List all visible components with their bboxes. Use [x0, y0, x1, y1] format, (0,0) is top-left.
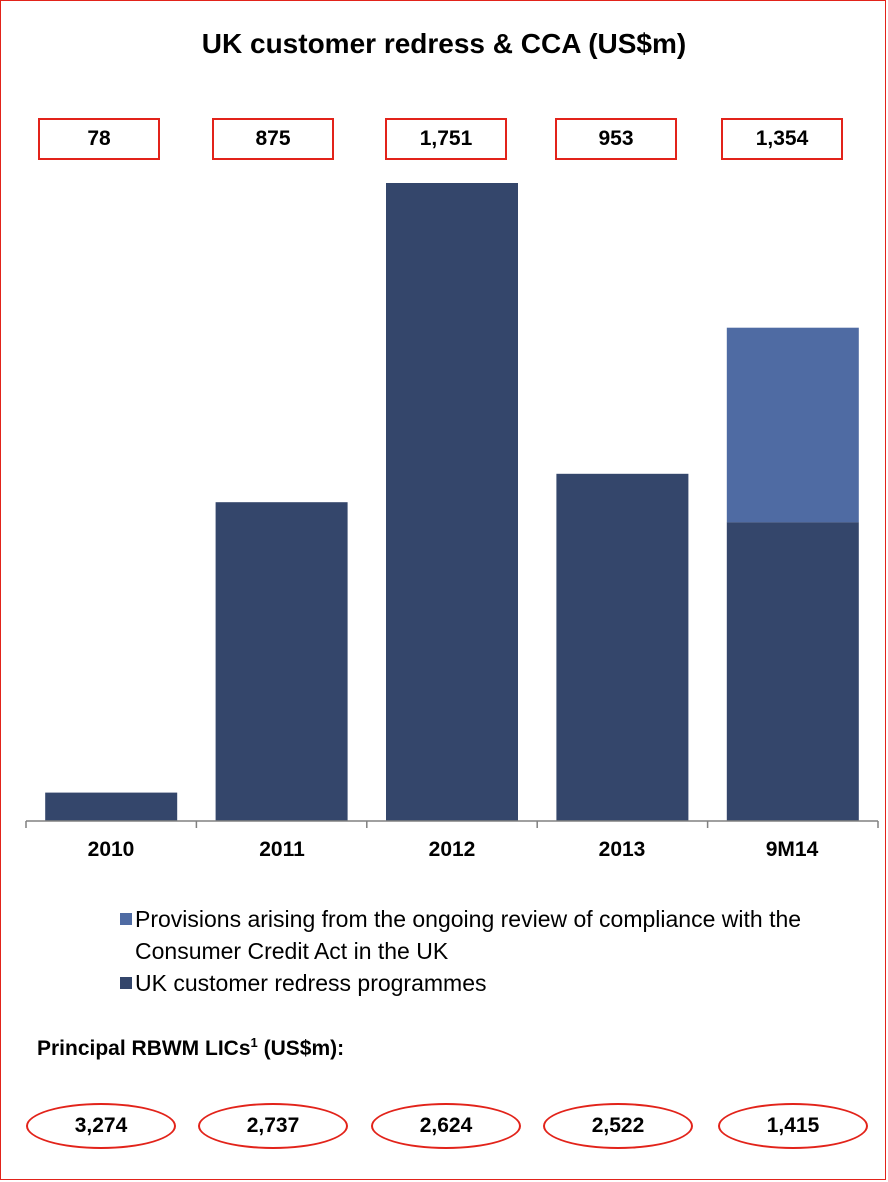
bar-redress-9m14 [726, 522, 859, 821]
x-tick-label-2010: 2010 [87, 838, 135, 861]
legend-label-cca-provisions: Provisions arising from the ongoing revi… [135, 906, 802, 964]
legend-label-redress-programmes: UK customer redress programmes [135, 970, 487, 996]
bar-redress-2011 [215, 502, 348, 821]
x-tick-label-2013: 2013 [598, 838, 646, 861]
total-label-2012: 1,751 [385, 118, 507, 160]
bar-cca-9m14 [726, 327, 859, 523]
lic-value-2013: 2,522 [543, 1103, 693, 1149]
bar-redress-2010 [45, 792, 178, 821]
lic-value-9m14: 1,415 [718, 1103, 868, 1149]
lic-value-2010: 3,274 [26, 1103, 176, 1149]
legend-swatch-cca-provisions [120, 913, 132, 925]
chart-title: UK customer redress & CCA (US$m) [201, 28, 687, 59]
total-label-9m14: 1,354 [721, 118, 843, 160]
total-label-2011: 875 [212, 118, 334, 160]
lic-value-2012: 2,624 [371, 1103, 521, 1149]
total-label-2013: 953 [555, 118, 677, 160]
x-tick-label-2011: 2011 [259, 838, 305, 861]
lics-unit: (US$m): [257, 1037, 345, 1060]
lics-heading: Principal RBWM LICs1 (US$m): [37, 1035, 344, 1061]
lics-footnote-marker: 1 [250, 1035, 258, 1050]
x-tick-label-2012: 2012 [428, 838, 476, 861]
lic-value-2011: 2,737 [198, 1103, 348, 1149]
total-label-2010: 78 [38, 118, 160, 160]
bar-redress-2012 [386, 183, 518, 821]
lics-title: Principal RBWM LICs [37, 1037, 251, 1060]
legend-item-redress-programmes: UK customer redress programmes [120, 967, 855, 999]
bar-redress-2013 [556, 473, 689, 821]
chart-legend: Provisions arising from the ongoing revi… [120, 903, 855, 999]
legend-item-cca-provisions: Provisions arising from the ongoing revi… [120, 903, 855, 967]
x-tick-label-9m14: 9M14 [765, 838, 819, 861]
legend-swatch-redress-programmes [120, 977, 132, 989]
